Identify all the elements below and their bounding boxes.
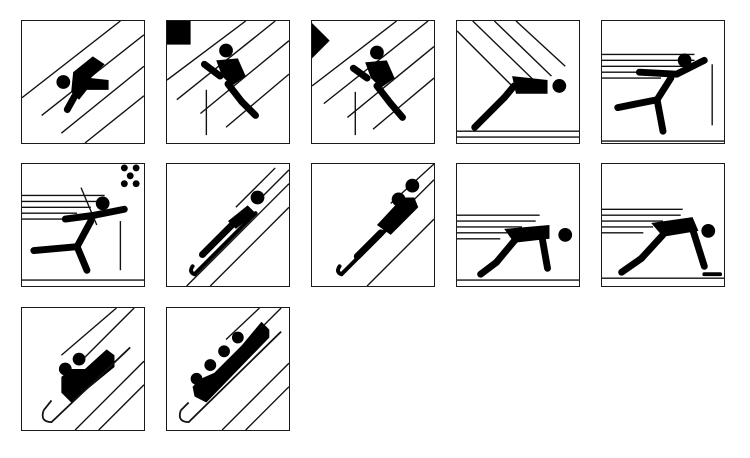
ski-jump-flight-icon [456, 20, 580, 144]
two-man-bobsleigh-icon [21, 307, 145, 431]
ski-jump-flag-icon [166, 20, 290, 144]
speed-skiing-icon [21, 20, 145, 144]
biathlon-icon [21, 163, 145, 287]
ski-jump-pennant-icon [311, 20, 435, 144]
cross-country-skiing-icon [601, 20, 725, 144]
speed-skating-icon [456, 163, 580, 287]
luge-single-icon [166, 163, 290, 287]
luge-double-icon [311, 163, 435, 287]
short-track-skating-icon [601, 163, 725, 287]
four-man-bobsleigh-icon [166, 307, 290, 431]
